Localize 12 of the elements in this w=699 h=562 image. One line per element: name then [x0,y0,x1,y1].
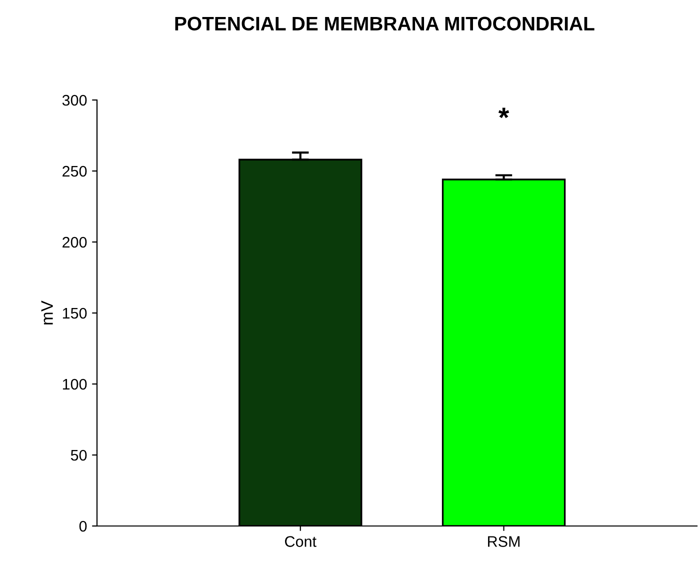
annotation: * [498,108,510,118]
y-tick-label: 100 [62,378,87,390]
y-tick-label: 300 [62,94,87,106]
x-tick-label: Cont [285,536,316,547]
y-tick-label: 150 [62,308,87,319]
y-tick-label: 50 [70,450,87,461]
y-tick-label: 0 [79,520,87,532]
y-tick-label: 250 [62,166,87,177]
y-axis-title: mV [41,300,53,324]
y-tick-label: 200 [62,236,87,248]
chart-title: POTENCIAL DE MEMBRANA MITOCONDRIAL [175,16,594,31]
x-tick-label: RSM [488,536,520,547]
